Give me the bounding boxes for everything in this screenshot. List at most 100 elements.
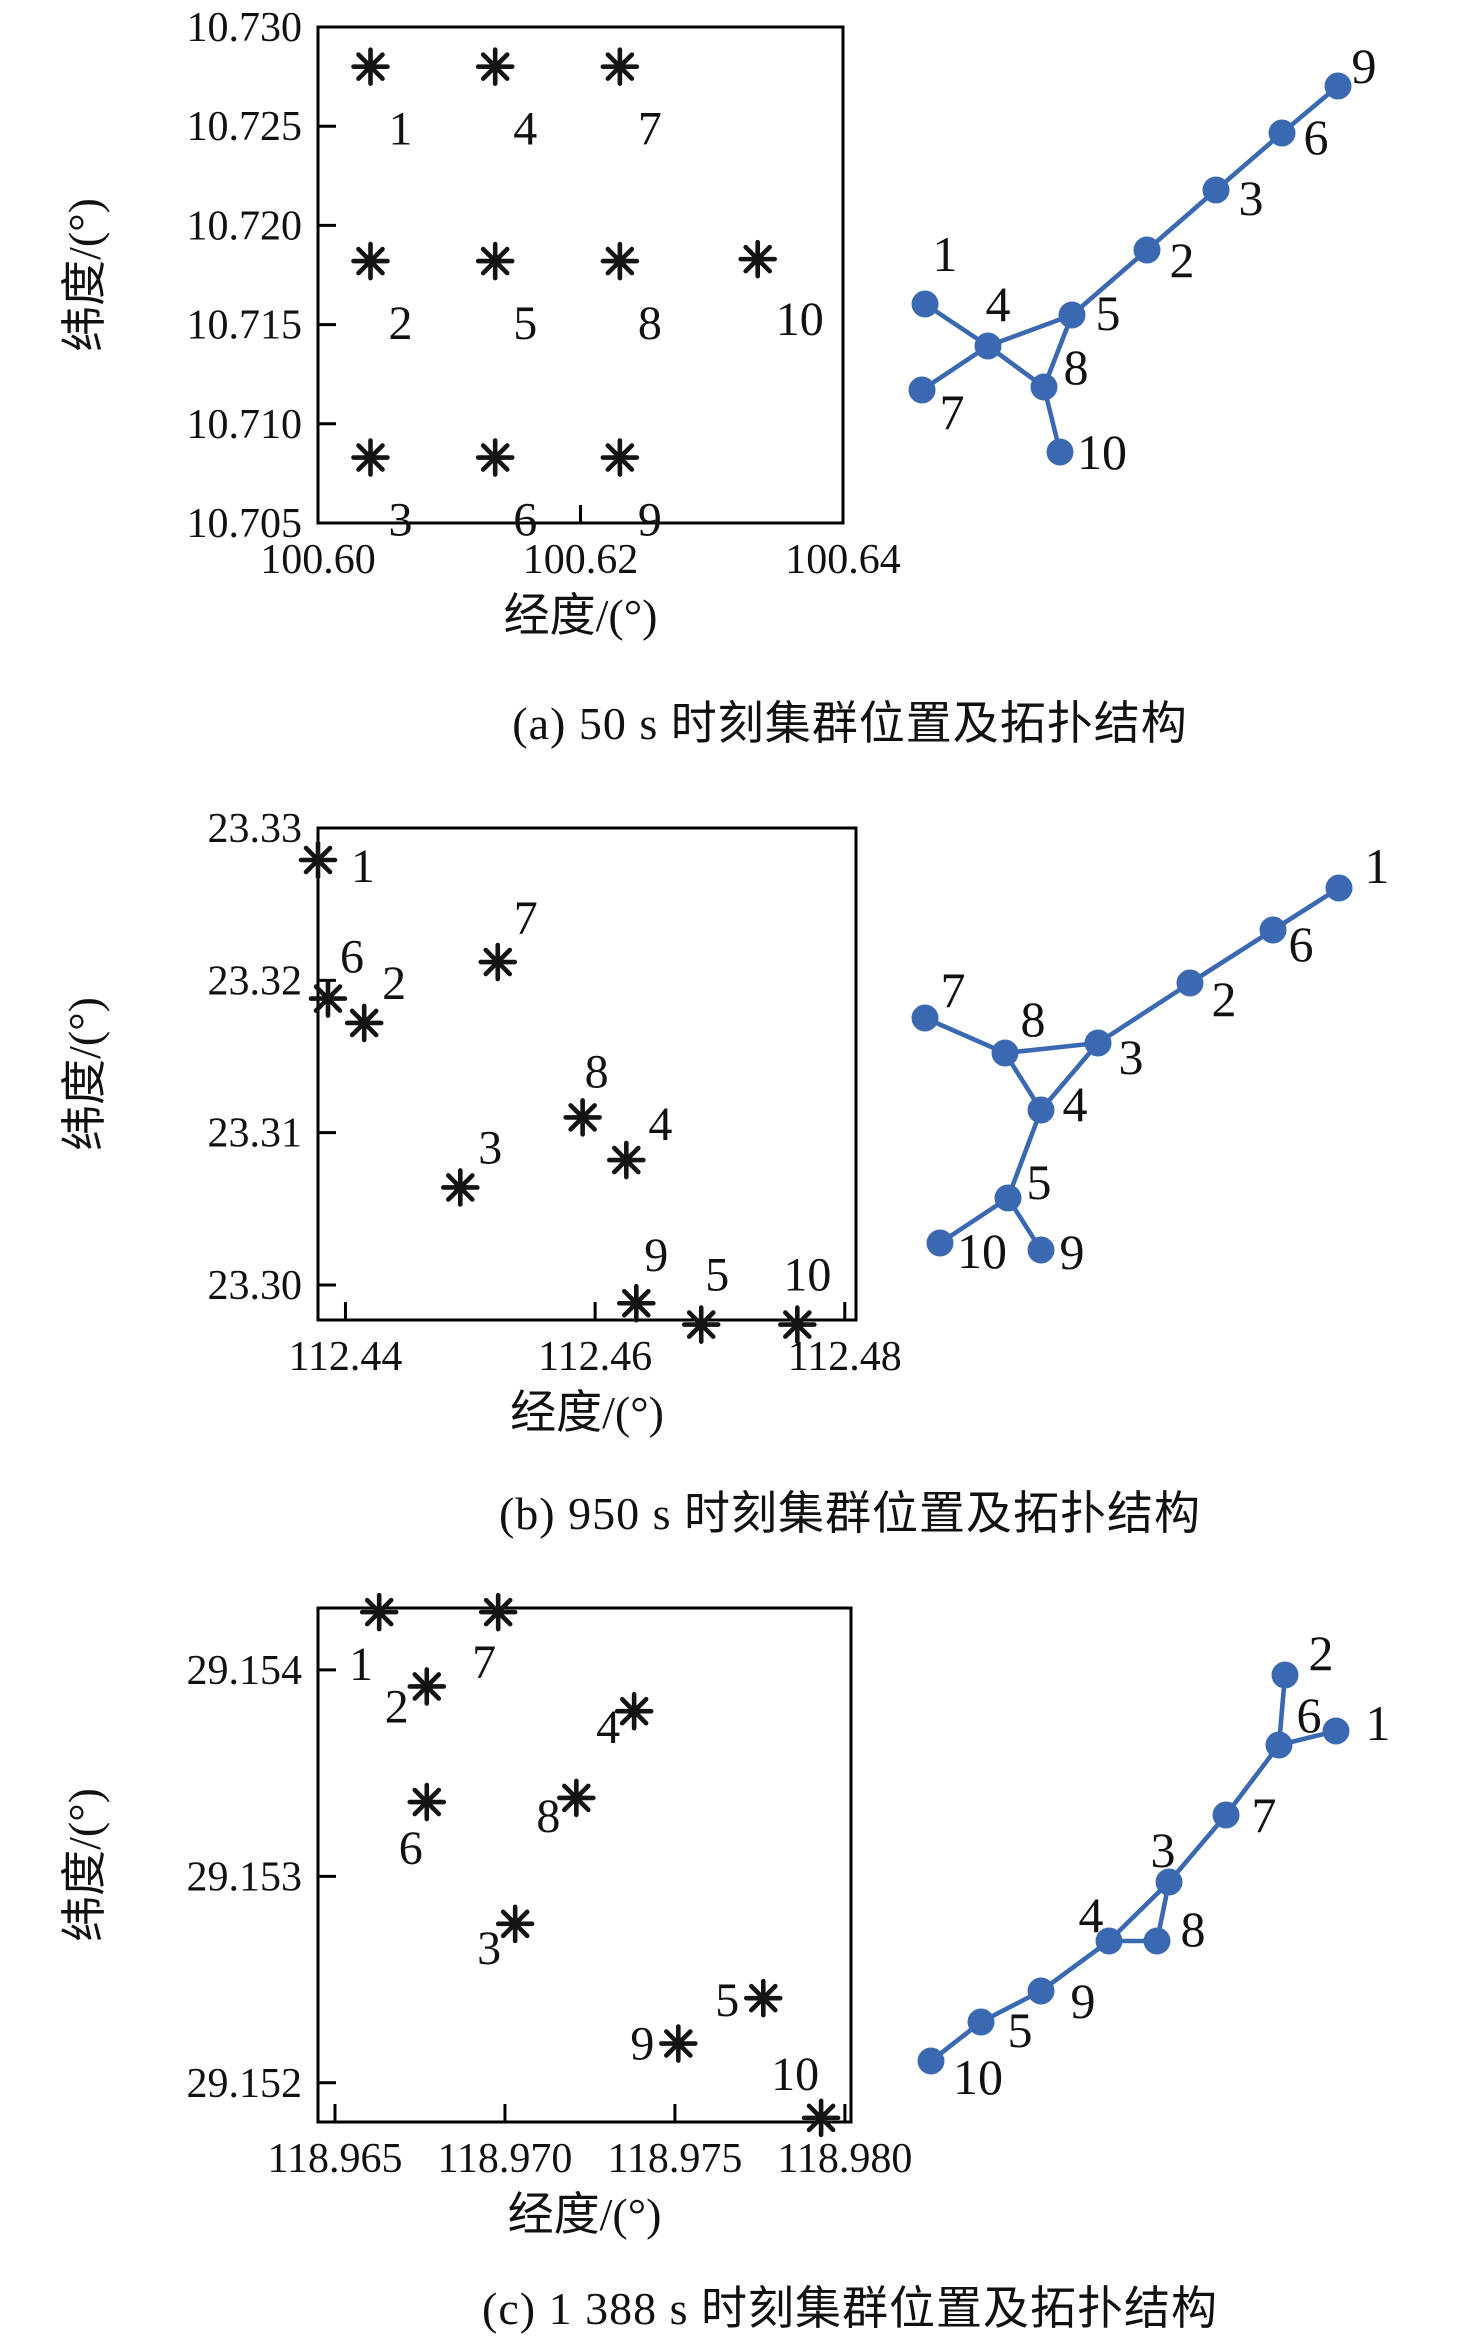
topo-node-label: 8 <box>1181 1901 1206 1957</box>
asterisk-marker <box>351 438 390 477</box>
scatter-point-label: 6 <box>399 1822 423 1875</box>
panel-b: 112.44 112.46 112.48 23.33 23.32 23.31 23.30 经度… <box>59 806 1390 1438</box>
topo-node-label: 6 <box>1304 109 1329 165</box>
y-tick-label: 23.30 <box>208 1263 303 1309</box>
y-tick-label: 23.31 <box>208 1111 303 1157</box>
asterisk-marker <box>600 438 640 477</box>
topo-node-label: 6 <box>1297 1687 1322 1743</box>
scatter-plot: 118.965 118.970 118.975 118.980 29.154 29.153… <box>59 1606 912 2240</box>
topo-node-label: 10 <box>1077 424 1127 480</box>
topo-node <box>1202 176 1230 204</box>
topo-node <box>1259 916 1287 944</box>
x-tick-label: 100.64 <box>785 537 901 583</box>
x-axis-title: 经度/(°) <box>504 590 658 641</box>
topo-node-label: 7 <box>1252 1787 1277 1843</box>
scatter-point-label: 6 <box>513 494 537 547</box>
topo-node <box>1027 1096 1055 1124</box>
scatter-point-label: 5 <box>715 1974 739 2027</box>
topo-edge <box>987 312 1073 349</box>
asterisk-marker <box>298 840 338 880</box>
asterisk-marker <box>351 47 390 86</box>
topo-node-label: 1 <box>1365 838 1390 894</box>
topo-edge <box>1145 188 1218 252</box>
asterisk-marker <box>407 1667 447 1706</box>
asterisk-marker <box>495 1904 535 1944</box>
topo-edge <box>1039 1939 1111 1993</box>
topo-node-label: 8 <box>1021 991 1046 1047</box>
caption-panel-b: (b) 950 s 时刻集群位置及拓扑结构 <box>498 1488 1202 1539</box>
topo-node <box>1155 1868 1183 1896</box>
topo-edge <box>1188 928 1275 985</box>
asterisk-marker <box>681 1305 721 1344</box>
topo-node-label: 9 <box>1071 1973 1096 2029</box>
topo-node <box>1324 72 1352 100</box>
y-axis-title: 纬度/(°) <box>59 198 110 352</box>
scatter-point-label: 9 <box>638 494 662 547</box>
scatter-point-label: 4 <box>513 103 537 156</box>
scatter-point-label: 2 <box>382 957 406 1010</box>
caption-panel-a: (a) 50 s 时刻集群位置及拓扑结构 <box>512 698 1188 749</box>
x-tick-label: 112.44 <box>288 1334 402 1380</box>
asterisk-marker <box>475 47 515 86</box>
x-tick-label: 118.965 <box>268 2136 403 2182</box>
asterisk-marker <box>600 47 640 86</box>
scatter-point-label: 4 <box>596 1701 620 1754</box>
topo-node <box>1143 1927 1171 1955</box>
y-tick-label: 29.153 <box>187 1854 303 1900</box>
topo-node <box>1212 1801 1240 1829</box>
topo-node-label: 9 <box>1060 1224 1085 1280</box>
topo-node <box>1095 1927 1123 1955</box>
x-tick-label: 118.980 <box>777 2136 912 2182</box>
scatter-point-label: 10 <box>783 1249 831 1302</box>
panel-a: 100.60 100.62 100.64 10.730 10.725 10.720 10.7… <box>59 5 1377 641</box>
topo-node <box>1325 874 1353 902</box>
asterisk-marker <box>738 239 777 279</box>
scatter-point-label: 3 <box>389 494 413 547</box>
topo-node-label: 8 <box>1064 339 1089 395</box>
topo-edge <box>1004 1040 1099 1056</box>
asterisk-marker <box>344 1003 384 1043</box>
topo-node <box>1268 119 1296 147</box>
topo-edge <box>1005 1109 1044 1199</box>
topo-node-label: 6 <box>1289 916 1314 972</box>
asterisk-marker <box>614 1691 654 1731</box>
topo-node <box>917 2047 945 2075</box>
scatter-point-label: 7 <box>514 892 538 945</box>
topo-edge <box>924 1015 1006 1056</box>
topo-node <box>1176 969 1204 997</box>
topo-node-label: 3 <box>1151 1822 1176 1878</box>
scatter-point-label: 10 <box>776 293 824 346</box>
topo-node-label: 10 <box>953 2049 1003 2105</box>
asterisk-marker <box>617 1283 656 1323</box>
topo-node <box>911 1004 939 1032</box>
topo-node <box>1027 1236 1055 1264</box>
topo-node-label: 5 <box>1008 2002 1033 2058</box>
topo-edge <box>938 1196 1010 1245</box>
asterisk-marker <box>801 2098 841 2138</box>
x-tick-label: 112.46 <box>538 1334 652 1380</box>
y-tick-label: 29.154 <box>187 1648 303 1694</box>
x-tick-label: 118.970 <box>437 2136 572 2182</box>
topo-node <box>1133 236 1161 264</box>
asterisk-marker <box>351 241 390 281</box>
topo-node-label: 1 <box>933 226 958 282</box>
topo-edge <box>1167 1813 1228 1884</box>
y-axis-title: 纬度/(°) <box>59 1788 110 1942</box>
scatter-point-label: 1 <box>389 103 413 156</box>
topo-node <box>1058 301 1086 329</box>
topo-node-label: 2 <box>1170 232 1195 288</box>
caption-panel-c: (c) 1 388 s 时刻集群位置及拓扑结构 <box>482 2283 1218 2334</box>
scatter-point-label: 8 <box>536 1790 560 1843</box>
y-tick-label: 10.725 <box>187 104 303 150</box>
y-tick-label: 10.705 <box>187 501 303 547</box>
topo-node <box>967 2008 995 2036</box>
scatter-point-label: 7 <box>472 1636 496 1689</box>
x-tick-label: 100.62 <box>523 537 639 583</box>
